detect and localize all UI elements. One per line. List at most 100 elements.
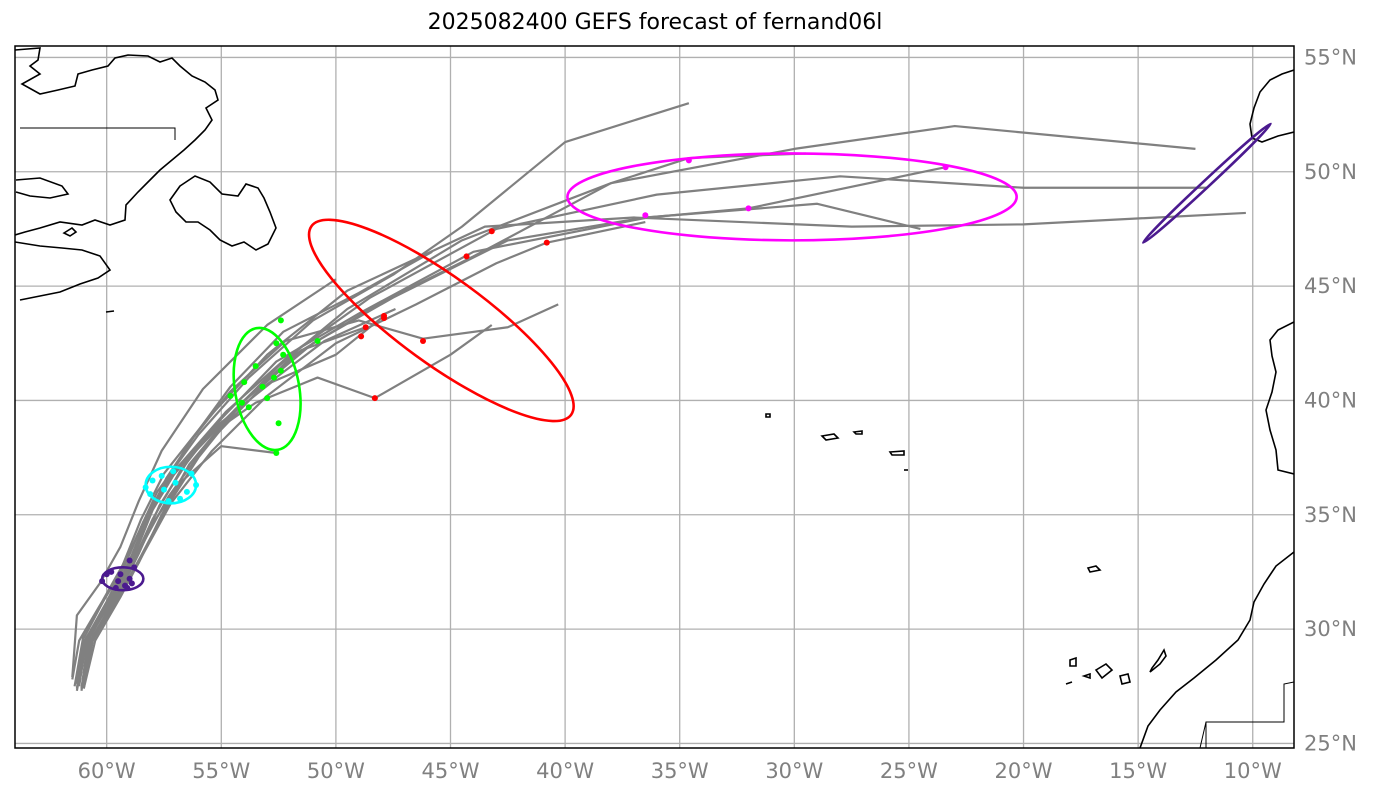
island-canary-4 (1149, 648, 1167, 673)
forecast-position-point (99, 578, 106, 585)
position-points (99, 157, 949, 591)
forecast-position-point (358, 333, 365, 340)
forecast-position-point (160, 486, 167, 493)
island-canary-6 (1081, 672, 1091, 680)
forecast-position-point (112, 584, 119, 591)
forecast-position-point (314, 337, 321, 344)
forecast-position-point (183, 488, 190, 495)
ensemble-track-line (75, 324, 493, 689)
coastline-newfoundland (169, 175, 277, 251)
uncertainty-ellipse-t48 (232, 326, 302, 452)
forecast-position-point (241, 379, 248, 386)
coastline-gulf-island (15, 177, 70, 199)
lon-tick-label: 20°W (995, 759, 1053, 783)
forecast-position-point (188, 470, 195, 477)
forecast-position-point (131, 564, 138, 571)
forecast-position-point (280, 351, 287, 358)
forecast-position-point (942, 164, 949, 171)
lat-tick-label: 25°N (1304, 731, 1357, 755)
forecast-position-point (193, 482, 200, 489)
forecast-position-point (275, 420, 282, 427)
lon-tick-label: 15°W (1109, 759, 1167, 783)
forecast-position-point (165, 498, 172, 505)
forecast-position-point (273, 340, 280, 347)
island-canary-2 (1094, 662, 1114, 680)
lat-tick-label: 45°N (1304, 274, 1357, 298)
ensemble-track-line (71, 278, 337, 678)
forecast-position-point (745, 205, 752, 212)
forecast-position-point (642, 212, 649, 219)
coastline-pei (62, 226, 78, 237)
forecast-position-point (170, 468, 177, 475)
lon-tick-label: 35°W (651, 759, 709, 783)
lon-tick-label: 50°W (307, 759, 365, 783)
latitude-labels: 55°N 50°N 45°N 40°N 35°N 30°N 25°N (1304, 45, 1357, 755)
coastline-morocco (1139, 551, 1294, 748)
forecast-position-point (273, 450, 280, 457)
island-madeira (1086, 565, 1102, 573)
lon-tick-label: 10°W (1224, 759, 1282, 783)
coastline-sable (105, 310, 115, 313)
lon-tick-label: 40°W (536, 759, 594, 783)
lon-tick-label: 45°W (422, 759, 480, 783)
lon-tick-label: 55°W (192, 759, 250, 783)
coastline-labrador (15, 47, 219, 236)
forecast-position-point (142, 484, 149, 491)
island-canary-5 (1065, 681, 1073, 685)
uncertainty-ellipse-t96 (566, 152, 1018, 242)
map-title: 2025082400 GEFS forecast of fernand06l (427, 10, 883, 35)
island-azores-3 (852, 430, 863, 435)
lon-tick-label: 30°W (765, 759, 823, 783)
lat-tick-label: 30°N (1304, 617, 1357, 641)
forecast-position-point (543, 239, 550, 246)
forecast-position-point (126, 575, 133, 582)
lon-tick-label: 25°W (880, 759, 938, 783)
quebec-labrador-border (20, 127, 176, 140)
forecast-position-point (271, 374, 278, 381)
ensemble-track-line (82, 326, 367, 687)
coastline-ireland-uk (1249, 69, 1294, 143)
island-azores-1 (765, 413, 771, 418)
forecast-position-point (128, 580, 135, 587)
longitude-labels: 60°W 55°W 50°W 45°W 40°W 35°W 30°W 25°W 20°W 15°W… (78, 759, 1282, 783)
lat-tick-label: 40°N (1304, 388, 1357, 412)
uncertainty-ellipses (100, 122, 1272, 592)
forecast-position-point (126, 557, 133, 564)
island-azores-4 (888, 450, 905, 456)
map-background (15, 46, 1294, 748)
forecast-position-point (362, 324, 369, 331)
forecast-position-point (177, 495, 184, 502)
forecast-position-point (124, 584, 131, 591)
forecast-position-point (488, 228, 495, 235)
uncertainty-ellipse-t120 (1141, 122, 1272, 244)
island-canary-3 (1119, 673, 1131, 685)
forecast-position-point (245, 404, 252, 411)
coastlines (15, 47, 1294, 748)
forecast-position-point (381, 315, 388, 322)
forecast-position-point (227, 392, 234, 399)
forecast-position-point (238, 399, 245, 406)
island-azores-2 (820, 433, 840, 441)
graticule (15, 46, 1294, 748)
map-frame (14, 45, 1295, 749)
forecast-position-point (685, 157, 692, 164)
forecast-position-point (463, 253, 470, 260)
forecast-position-point (252, 363, 259, 370)
lat-tick-label: 55°N (1304, 45, 1357, 69)
forecast-position-point (115, 578, 122, 585)
ensemble-track-line (82, 220, 646, 689)
forecast-position-point (277, 367, 284, 374)
border-morocco-ws (1199, 681, 1294, 748)
forecast-position-point (419, 337, 426, 344)
lat-tick-label: 50°N (1304, 160, 1357, 184)
forecast-position-point (158, 472, 165, 479)
forecast-position-point (277, 317, 284, 324)
forecast-position-point (147, 491, 154, 498)
forecast-position-point (117, 571, 124, 578)
ensemble-track-line (80, 307, 396, 689)
forecast-position-point (172, 479, 179, 486)
forecast-position-point (264, 395, 271, 402)
forecast-position-point (149, 477, 156, 484)
forecast-position-point (259, 383, 266, 390)
